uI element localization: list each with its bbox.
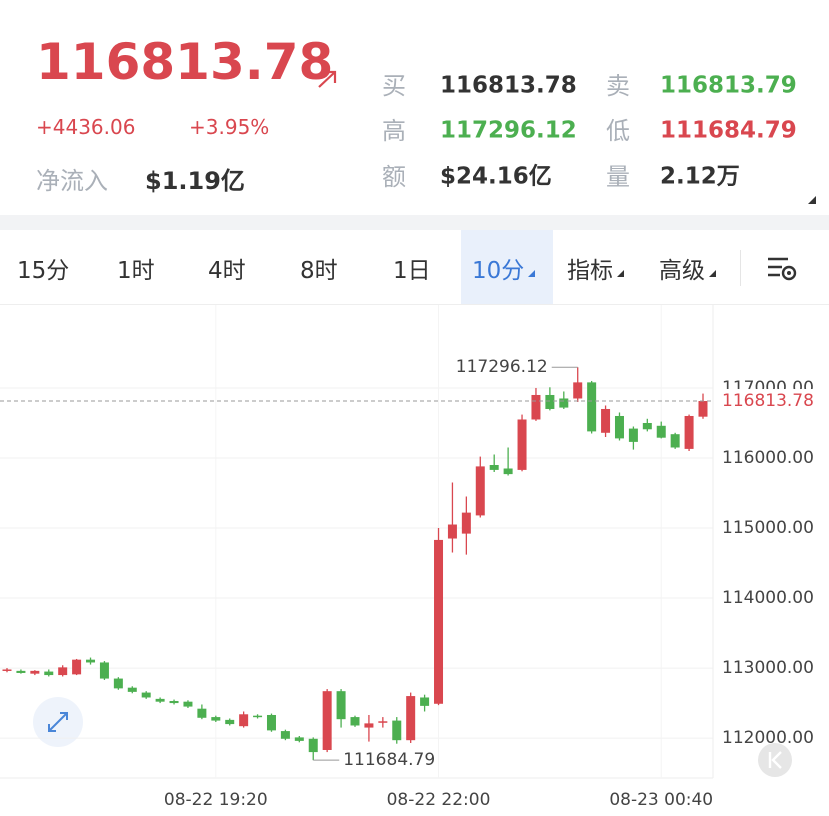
change: +4436.06 — [36, 115, 136, 139]
tab[interactable]: 15分 — [17, 258, 70, 284]
candle-body — [559, 398, 569, 408]
candle-body — [434, 539, 444, 704]
quote-value: $24.16亿 — [440, 163, 552, 190]
candle-body — [378, 721, 388, 723]
high-label: 117296.12 — [456, 357, 548, 377]
candle-body — [197, 708, 207, 718]
candle-body — [322, 691, 332, 750]
quote-label: 卖 — [606, 72, 630, 100]
candle-body — [72, 659, 82, 675]
quote-label: 高 — [382, 117, 406, 145]
candle-body — [99, 662, 109, 679]
candle-body — [698, 401, 708, 417]
tab[interactable]: 1时 — [117, 258, 155, 284]
quote-value: 117296.12 — [440, 117, 577, 144]
y-tick-label: 113000.00 — [722, 658, 814, 678]
settings-icon[interactable] — [766, 255, 800, 283]
candle-body — [447, 524, 457, 539]
candle-body — [656, 425, 666, 438]
candle-body — [266, 714, 276, 731]
tab[interactable]: 4时 — [208, 258, 246, 284]
candle-body — [461, 512, 471, 534]
candle-body — [587, 382, 597, 432]
tab[interactable]: 1日 — [393, 258, 431, 284]
tab[interactable]: 高级 — [659, 251, 717, 285]
candle-body — [58, 667, 68, 676]
candle-body — [253, 715, 263, 718]
candle-body — [16, 670, 26, 673]
tab-divider — [740, 250, 741, 286]
candle-body — [517, 419, 527, 470]
candle-body — [531, 394, 541, 420]
quote-value: 111684.79 — [660, 117, 797, 144]
candle-body — [420, 697, 430, 706]
candle-body — [239, 714, 249, 727]
quote-value: 116813.79 — [660, 72, 797, 99]
quote-label: 买 — [382, 72, 406, 100]
candle-body — [545, 394, 555, 409]
candle-body — [628, 428, 638, 442]
candle-body — [336, 691, 346, 720]
quote-value: 2.12万 — [660, 163, 740, 190]
netflow-label: 净流入 — [36, 167, 108, 195]
candle-body — [86, 659, 96, 663]
trend-arrow — [318, 70, 337, 88]
netflow: $1.19亿 — [145, 167, 245, 195]
tab-highlight — [461, 230, 553, 304]
candle-body — [642, 422, 652, 430]
y-tick-label: 116000.00 — [722, 448, 814, 468]
quote-label: 低 — [606, 117, 630, 145]
candle-body — [169, 700, 179, 704]
candle-body — [2, 669, 12, 671]
candle-body — [141, 692, 151, 698]
candle-body — [573, 382, 583, 399]
candle-body — [183, 701, 193, 707]
y-tick-label: 114000.00 — [722, 588, 814, 608]
candle-body — [489, 465, 499, 470]
corner-mark — [808, 196, 816, 204]
x-tick-label: 08-23 00:40 — [609, 790, 713, 810]
back-button[interactable] — [758, 743, 792, 777]
separator — [0, 215, 829, 230]
candle-body — [684, 415, 694, 449]
price: 116813.78 — [36, 33, 334, 91]
quote-value: 116813.78 — [440, 72, 577, 99]
last-price-label: 116813.78 — [722, 391, 814, 411]
candle-body — [280, 731, 290, 739]
y-tick-label: 112000.00 — [722, 728, 814, 748]
candle-body — [406, 696, 416, 741]
tab[interactable]: 指标 — [567, 251, 625, 285]
tab[interactable]: 10分 — [472, 251, 536, 285]
candle-body — [155, 698, 165, 702]
tab[interactable]: 8时 — [300, 258, 338, 284]
candle-body — [308, 738, 318, 753]
candle-body — [670, 434, 680, 448]
candle-body — [614, 415, 624, 439]
quote-label: 量 — [606, 163, 630, 191]
chart: 112000.00 113000.00 114000.00 115000.00 1160… — [0, 305, 826, 810]
candle-body — [113, 678, 123, 689]
expand-button[interactable] — [33, 697, 83, 747]
candle-body — [211, 717, 221, 721]
candle-body — [392, 720, 402, 741]
candle-body — [294, 737, 304, 741]
candle-body — [127, 687, 137, 692]
x-tick-label: 08-22 19:20 — [164, 790, 268, 810]
candle-body — [475, 466, 485, 516]
candle-body — [364, 723, 374, 728]
candle-body — [44, 671, 54, 676]
candle-body — [225, 719, 235, 725]
tabs-border — [0, 304, 829, 305]
last-price-box — [716, 389, 826, 414]
quote-label: 额 — [382, 163, 406, 191]
candle-body — [503, 468, 513, 475]
candle-body — [601, 408, 611, 433]
y-tick-label: 115000.00 — [722, 518, 814, 538]
change-pct: +3.95% — [189, 115, 270, 139]
x-tick-label: 08-22 22:00 — [387, 790, 491, 810]
low-label: 111684.79 — [343, 750, 435, 770]
candle-body — [30, 670, 40, 674]
candle-body — [350, 717, 360, 726]
